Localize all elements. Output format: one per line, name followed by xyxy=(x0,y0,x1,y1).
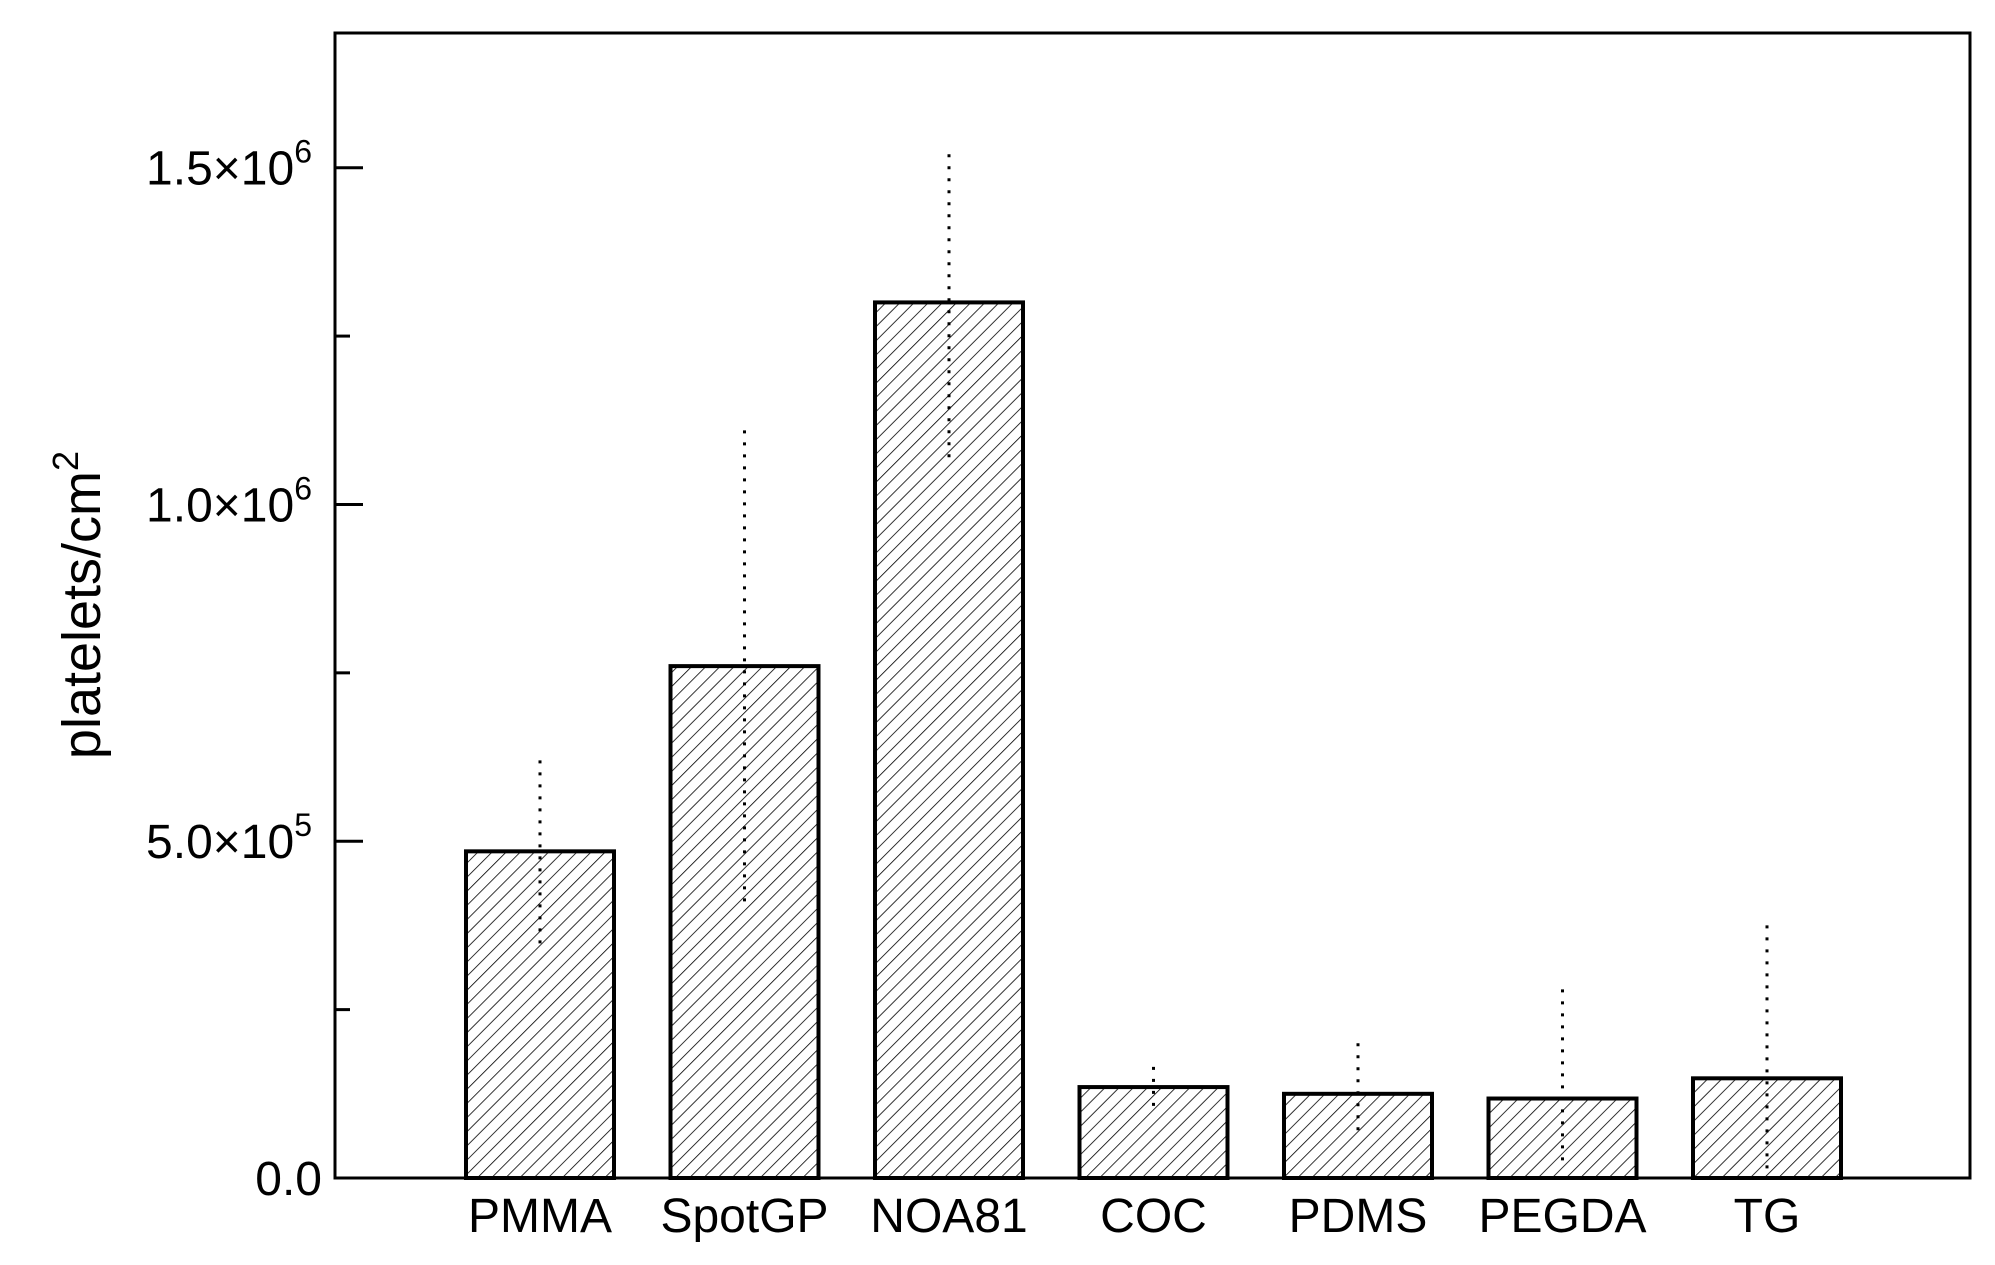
x-tick-label-noa81: NOA81 xyxy=(870,1190,1027,1243)
bars-group xyxy=(464,300,1843,1181)
bar-tg xyxy=(1691,1076,1843,1180)
x-tick-labels-group: PMMA SpotGP NOA81 COC PDMS PEGDA TG xyxy=(468,1190,1800,1243)
y-tick-label: 5.0×105 xyxy=(146,807,312,869)
bar-noa81 xyxy=(873,300,1025,1181)
y-tick-label: 1.0×106 xyxy=(146,470,312,532)
y-tick-label: 0.0 xyxy=(255,1153,322,1206)
x-tick-label-pmma: PMMA xyxy=(468,1190,612,1243)
bar-coc xyxy=(1077,1085,1230,1180)
y-axis-label: platelets/cm2 xyxy=(45,451,112,759)
x-tick-label-spotgp: SpotGP xyxy=(660,1190,828,1243)
x-tick-label-pegda: PEGDA xyxy=(1478,1190,1646,1243)
y-tick-label: 1.5×106 xyxy=(146,134,312,196)
x-tick-label-coc: COC xyxy=(1100,1190,1207,1243)
x-tick-label-tg: TG xyxy=(1734,1190,1801,1243)
bar-pmma xyxy=(464,849,616,1181)
x-tick-label-pdms: PDMS xyxy=(1289,1190,1428,1243)
bar-spotgp xyxy=(668,664,821,1181)
bar-pdms xyxy=(1282,1091,1434,1181)
error-bars-group xyxy=(538,154,1769,1172)
y-ticks-group: 0.0 5.0×105 1.0×106 1.5×106 xyxy=(146,134,363,1206)
